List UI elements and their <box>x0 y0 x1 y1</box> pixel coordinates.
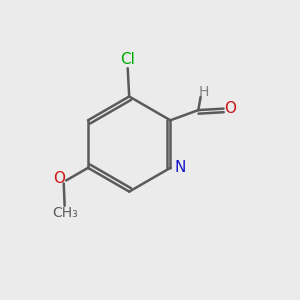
Text: Cl: Cl <box>120 52 135 67</box>
Text: N: N <box>174 160 186 175</box>
Text: H: H <box>198 85 209 100</box>
Text: O: O <box>224 101 236 116</box>
Text: O: O <box>53 172 65 187</box>
Text: CH₃: CH₃ <box>52 206 77 220</box>
